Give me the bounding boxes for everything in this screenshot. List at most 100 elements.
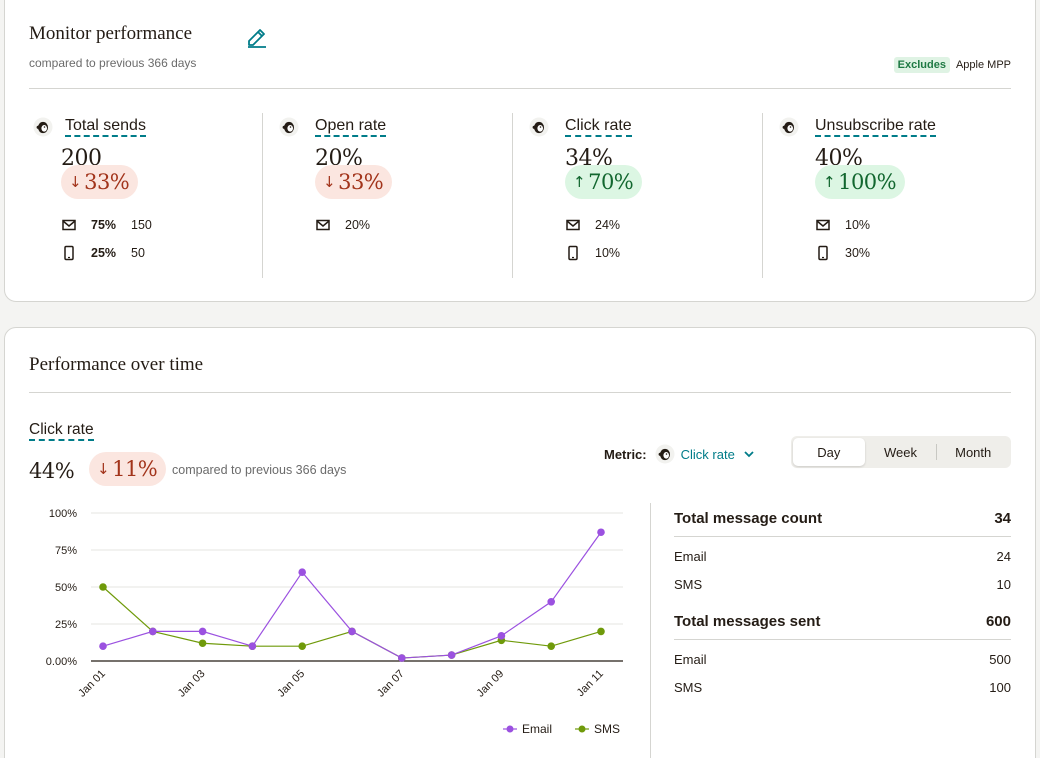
arrow-down-icon: ↓ xyxy=(97,460,110,478)
row-label: Email xyxy=(674,651,707,667)
metric-selector[interactable]: Metric: Click rate xyxy=(604,444,755,464)
metric-unsubscribe-rate: Unsubscribe rate 40% ↑ 100% 10% 30% xyxy=(762,113,1012,278)
divider xyxy=(29,392,1011,393)
vertical-divider xyxy=(650,503,651,758)
change-value: 70% xyxy=(588,170,634,194)
data-point-email xyxy=(248,642,257,650)
count-row-email: Email 24 xyxy=(674,547,1011,565)
segment-day[interactable]: Day xyxy=(793,438,865,466)
x-tick-label: Jan 09 xyxy=(475,668,507,700)
mailchimp-logo-icon xyxy=(529,117,549,137)
metric-change-badge: ↓ 33% xyxy=(61,165,139,199)
channel-row: 25% 50 xyxy=(61,245,145,261)
change-value: 100% xyxy=(838,170,897,194)
compare-text: compared to previous 366 days xyxy=(172,463,347,477)
metric-change-badge: ↑ 70% xyxy=(565,165,643,199)
click-rate-label[interactable]: Click rate xyxy=(29,421,94,441)
data-point-email xyxy=(99,642,107,650)
channel-row: 75% 150 xyxy=(61,217,152,233)
chevron-down-icon[interactable] xyxy=(743,448,755,460)
row-label: SMS xyxy=(674,576,703,592)
legend-marker-sms xyxy=(578,725,586,733)
x-tick-label: Jan 01 xyxy=(76,668,108,700)
mailchimp-logo-icon xyxy=(779,117,799,137)
arrow-down-icon: ↓ xyxy=(69,173,82,191)
x-tick-label: Jan 07 xyxy=(375,668,407,700)
total-message-count-value: 34 xyxy=(994,509,1011,527)
metric-label[interactable]: Open rate xyxy=(315,116,387,137)
data-point-email xyxy=(398,654,406,662)
sent-row-sms: SMS 100 xyxy=(674,678,1011,696)
channel-row: 30% xyxy=(815,245,885,261)
monitor-performance-card: Monitor performance compared to previous… xyxy=(4,0,1036,302)
channel-pct: 24% xyxy=(595,218,621,232)
y-tick-label: 50% xyxy=(55,582,77,594)
row-value: 24 xyxy=(996,548,1011,564)
excludes-badge: Excludes xyxy=(893,57,950,73)
sent-row-email: Email 500 xyxy=(674,650,1011,668)
total-message-count-section: Total message count 34 Email 24 SMS 10 xyxy=(674,506,1011,593)
arrow-down-icon: ↓ xyxy=(323,173,336,191)
data-point-sms xyxy=(198,639,207,648)
y-tick-label: 75% xyxy=(55,545,77,557)
series-line-email xyxy=(102,531,602,659)
divider xyxy=(674,536,1011,537)
data-point-email xyxy=(447,651,456,659)
divider xyxy=(29,88,1011,89)
channel-count: 150 xyxy=(131,218,152,232)
legend-marker-email xyxy=(506,725,514,733)
metric-click-rate: Click rate 34% ↑ 70% 24% 10% xyxy=(512,113,762,278)
data-point-sms xyxy=(298,642,307,650)
channel-row: 24% xyxy=(565,217,635,233)
performance-over-time-card: Performance over time Click rate 44% ↓ 1… xyxy=(4,327,1036,758)
data-point-sms xyxy=(597,627,605,636)
x-tick-label: Jan 03 xyxy=(176,668,208,700)
metric-total-sends: Total sends 200 ↓ 33% 75% 150 25% 50 xyxy=(29,113,279,278)
click-rate-value: 44% xyxy=(29,459,75,483)
metric-change-badge: ↑ 100% xyxy=(815,165,906,199)
row-label: SMS xyxy=(674,679,703,695)
data-point-email xyxy=(348,627,356,636)
total-messages-sent-title: Total messages sent xyxy=(674,612,821,630)
perf-title: Performance over time xyxy=(29,354,204,375)
channel-pct: 75% xyxy=(91,218,117,232)
x-tick-label: Jan 05 xyxy=(275,668,307,700)
x-tick-label: Jan 11 xyxy=(575,668,606,699)
change-value: 33% xyxy=(84,170,130,194)
change-value: 33% xyxy=(338,170,384,194)
segment-divider xyxy=(936,444,938,460)
data-point-sms xyxy=(99,583,107,591)
pencil-edit-icon[interactable] xyxy=(245,25,269,49)
channel-count: 50 xyxy=(131,246,145,260)
arrow-up-icon: ↑ xyxy=(573,173,586,191)
metric-selector-value[interactable]: Click rate xyxy=(680,446,735,462)
segment-week[interactable]: Week xyxy=(884,444,917,460)
metric-label[interactable]: Total sends xyxy=(65,116,146,137)
total-messages-sent-value: 600 xyxy=(985,612,1011,630)
envelope-icon xyxy=(61,217,77,233)
channel-pct: 25% xyxy=(91,246,117,260)
legend-label-sms: SMS xyxy=(594,722,620,736)
arrow-up-icon: ↑ xyxy=(823,173,836,191)
data-point-email xyxy=(149,627,157,636)
channel-row: 10% xyxy=(815,217,885,233)
data-point-email xyxy=(597,528,605,537)
row-value: 500 xyxy=(989,651,1011,667)
segment-month[interactable]: Month xyxy=(955,444,992,460)
legend-label-email: Email xyxy=(522,722,552,736)
total-messages-sent-section: Total messages sent 600 Email 500 SMS 10… xyxy=(674,609,1011,696)
data-point-email xyxy=(198,627,207,636)
channel-row: 20% xyxy=(315,217,385,233)
metric-open-rate: Open rate 20% ↓ 33% 20% xyxy=(262,113,512,278)
divider xyxy=(674,639,1011,640)
metric-label[interactable]: Unsubscribe rate xyxy=(815,116,936,137)
apple-mpp-note: Excludes Apple MPP xyxy=(893,57,1011,73)
mailchimp-logo-icon xyxy=(33,117,53,137)
row-label: Email xyxy=(674,548,707,564)
metric-label[interactable]: Click rate xyxy=(565,116,632,137)
channel-pct: 10% xyxy=(595,246,621,260)
data-point-email xyxy=(298,568,307,576)
envelope-icon xyxy=(815,217,831,233)
y-tick-label: 100% xyxy=(49,508,77,520)
phone-icon xyxy=(61,245,77,261)
